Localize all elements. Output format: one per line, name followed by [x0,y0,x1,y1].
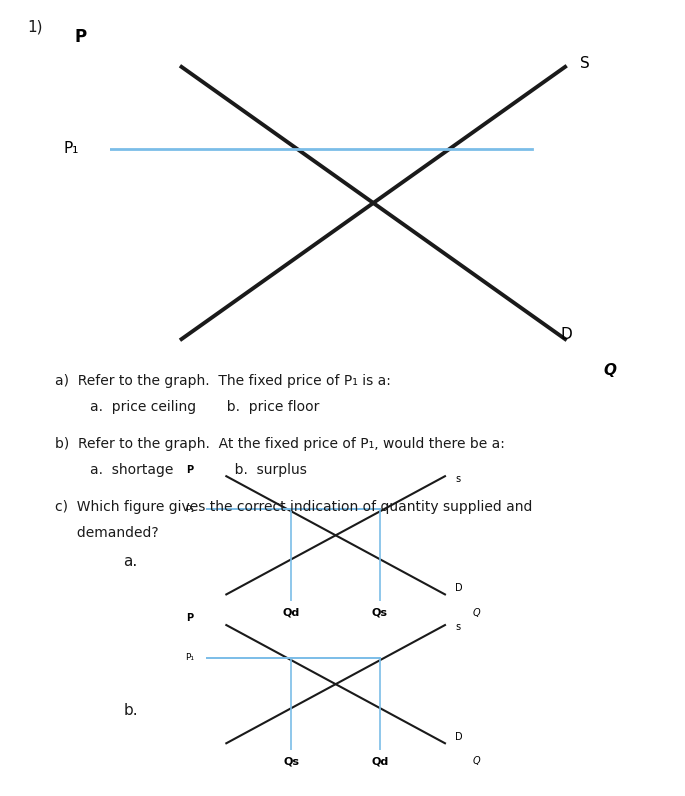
Text: b.: b. [123,703,138,717]
Text: b)  Refer to the graph.  At the fixed price of P₁, would there be a:: b) Refer to the graph. At the fixed pric… [55,437,505,451]
Text: Qs: Qs [284,756,299,767]
Text: a.: a. [123,554,138,568]
Text: s: s [456,622,460,633]
Text: D: D [560,327,572,342]
Text: P: P [75,28,87,45]
Text: Q: Q [473,756,480,767]
Text: P₁: P₁ [64,141,79,156]
Text: Qs: Qs [372,607,388,618]
Text: Qd: Qd [283,607,300,618]
Text: c)  Which figure gives the correct indication of quantity supplied and: c) Which figure gives the correct indica… [55,500,532,514]
Text: demanded?: demanded? [55,526,158,540]
Text: P: P [186,465,193,474]
Text: Qd: Qd [371,756,388,767]
Text: Q: Q [603,363,616,378]
Text: P₁: P₁ [186,654,195,662]
Text: a.  price ceiling       b.  price floor: a. price ceiling b. price floor [55,400,319,415]
Text: D: D [456,583,463,593]
Text: P: P [186,614,193,623]
Text: 1): 1) [27,20,43,35]
Text: P₁: P₁ [186,505,195,513]
Text: S: S [580,57,589,72]
Text: Q: Q [473,607,480,618]
Text: D: D [456,732,463,742]
Text: a.  shortage              b.  surplus: a. shortage b. surplus [55,463,307,478]
Text: a)  Refer to the graph.  The fixed price of P₁ is a:: a) Refer to the graph. The fixed price o… [55,374,390,388]
Text: s: s [456,474,460,484]
